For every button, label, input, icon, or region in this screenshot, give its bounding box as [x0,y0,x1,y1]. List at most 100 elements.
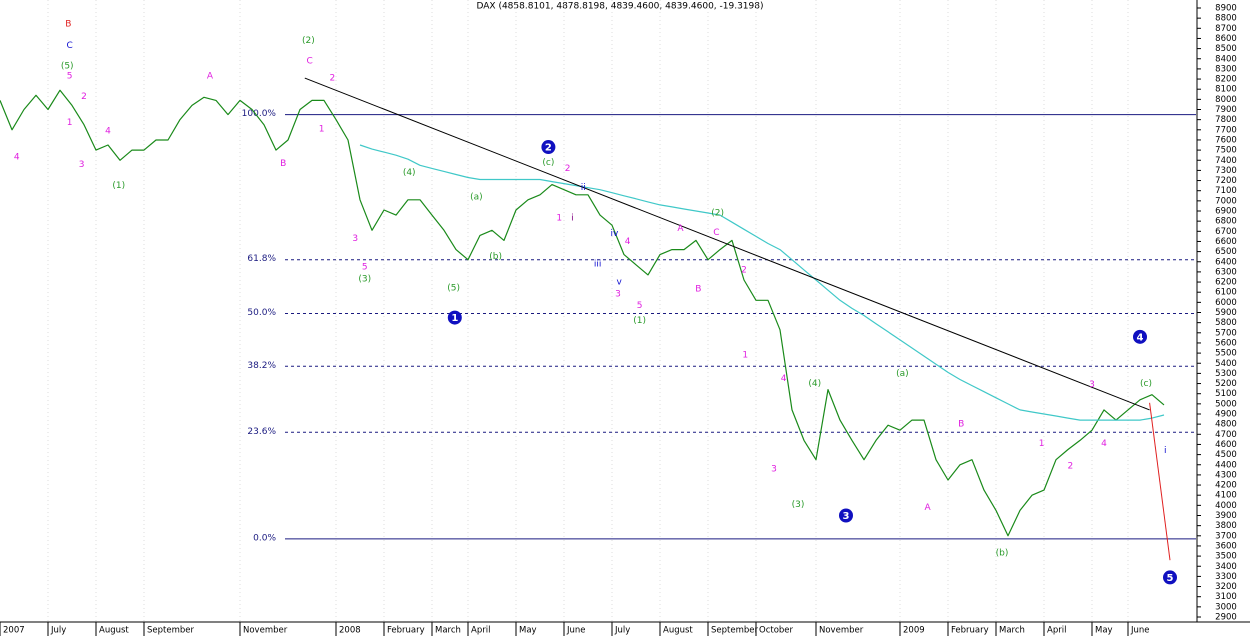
y-tick-label: 6600 [1215,237,1237,247]
wave-label: 2 [565,164,571,174]
series-line [359,144,1165,421]
wave-label: (5) [447,284,460,294]
y-tick-label: 5800 [1215,318,1237,328]
wave-label: C [306,56,312,66]
wave-label: (a) [896,369,909,379]
x-tick-label: October [759,626,794,636]
y-tick-label: 8300 [1215,64,1237,74]
y-tick-label: 5300 [1215,369,1237,379]
y-tick-label: 7200 [1215,176,1237,186]
x-tick-label: 2009 [903,626,925,636]
y-tick-label: 8600 [1215,34,1237,44]
y-tick-label: 6800 [1215,217,1237,227]
wave-label: (c) [542,158,554,168]
level-label: 50.0% [247,308,276,318]
wave-label: 5 [362,262,368,272]
wave-label: (1) [633,316,646,326]
y-tick-label: 4800 [1215,420,1237,430]
x-tick-label: March [999,626,1025,636]
wave-label: 1 [1039,439,1045,449]
y-tick-label: 8100 [1215,85,1237,95]
y-tick-label: 4100 [1215,491,1237,501]
chart-title: DAX (4858.8101, 4878.8198, 4839.4600, 48… [476,2,763,12]
y-tick-label: 7600 [1215,135,1237,145]
wave-label: 3 [771,464,777,474]
wave-label: 2 [1068,461,1074,471]
y-tick-label: 3600 [1215,541,1237,551]
y-tick-label: 3100 [1215,592,1237,602]
y-tick-label: 5000 [1215,399,1237,409]
level-label: 0.0% [253,533,276,543]
y-tick-label: 3500 [1215,552,1237,562]
y-tick-label: 8800 [1215,14,1237,24]
wave-circle [541,140,556,155]
x-tick-label: February [951,626,989,636]
wave-label: (2) [711,209,724,219]
wave-label: 1 [742,351,748,361]
wave-label: 3 [1089,380,1095,390]
y-tick-label: 8200 [1215,75,1237,85]
y-tick-label: 6400 [1215,257,1237,267]
wave-label: A [677,224,684,234]
series-line [0,89,1165,537]
y-tick-label: 6900 [1215,207,1237,217]
wave-label: B [65,20,71,30]
y-tick-label: 7100 [1215,186,1237,196]
wave-label: (c) [1140,379,1152,389]
wave-label: 3 [843,511,850,522]
x-tick-label: November [819,626,864,636]
wave-label: B [695,285,701,295]
wave-label: 4 [625,237,631,247]
wave-label: (5) [61,61,74,71]
x-tick-label: July [614,626,630,636]
wave-label: C [66,41,72,51]
wave-label: (2) [302,36,315,46]
y-tick-label: 6100 [1215,288,1237,298]
x-tick-label: May [519,626,537,636]
wave-label: 2 [741,265,747,275]
y-tick-label: 4900 [1215,410,1237,420]
wave-label: 1 [556,214,562,224]
y-tick-label: 4400 [1215,460,1237,470]
wave-circle [447,310,462,325]
x-tick-label: July [50,626,66,636]
y-tick-label: 4300 [1215,470,1237,480]
x-tick-label: November [243,626,288,636]
y-tick-label: 8400 [1215,54,1237,64]
y-tick-label: 3900 [1215,511,1237,521]
wave-label: 4 [1101,439,1107,449]
wave-label: A [207,72,214,82]
y-tick-label: 5700 [1215,328,1237,338]
y-tick-label: 7300 [1215,166,1237,176]
y-tick-label: 6700 [1215,227,1237,237]
x-tick-label: September [147,626,194,636]
y-tick-label: 4000 [1215,501,1237,511]
wave-label: 3 [352,234,358,244]
y-tick-label: 5600 [1215,338,1237,348]
wave-label: 4 [14,153,20,163]
wave-label: 4 [105,126,111,136]
x-tick-label: June [1130,626,1150,636]
y-tick-label: 5400 [1215,359,1237,369]
y-tick-label: 2900 [1215,613,1237,623]
wave-label: B [280,159,286,169]
y-tick-label: 3800 [1215,521,1237,531]
wave-label: iii [594,259,602,269]
wave-label: v [617,278,623,288]
y-tick-label: 4500 [1215,450,1237,460]
y-tick-label: 7700 [1215,125,1237,135]
y-tick-label: 7400 [1215,156,1237,166]
y-tick-label: 3300 [1215,572,1237,582]
wave-label: (3) [358,275,371,285]
x-tick-label: August [663,626,693,636]
level-label: 61.8% [247,254,276,264]
wave-label: (b) [996,549,1009,559]
wave-label: 5 [637,301,643,311]
level-label: 38.2% [247,361,276,371]
wave-label: A [925,503,932,513]
y-tick-label: 3200 [1215,582,1237,592]
y-tick-label: 6000 [1215,298,1237,308]
wave-label: (3) [792,500,805,510]
